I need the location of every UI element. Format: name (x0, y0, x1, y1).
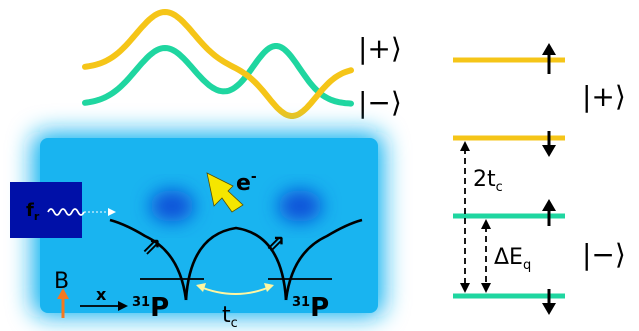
potential-wells (109, 218, 363, 301)
silicon-substrate (40, 138, 378, 313)
energy-gap-arrow (481, 219, 491, 293)
spin-down-arrow-icon (542, 131, 556, 157)
spin-down-arrow-icon (542, 289, 556, 315)
electron-arrow (206, 172, 244, 213)
tunnel-arrowhead-left (196, 283, 206, 292)
tunnel-gap-arrow (460, 141, 470, 293)
spin-up-arrow-icon (542, 199, 556, 226)
tunnel-arrowhead-right (264, 283, 274, 292)
plus-wavefunction-curve (82, 8, 354, 119)
tunnel-coupling-arrow (197, 285, 273, 295)
minus-wavefunction-curve (82, 43, 354, 107)
tunnel-coupling-label: tc (222, 303, 238, 331)
wavefunction-panel: |+⟩ |−⟩ (82, 8, 402, 119)
right-donor-label: 31P (292, 293, 329, 323)
right-well (284, 218, 363, 301)
device-panel: ⇒ ⇒ e- tc 31P 31P x (10, 132, 384, 331)
x-axis-label: x (96, 285, 107, 304)
plus-group-label: |+⟩ (582, 80, 626, 113)
energy-level-panel: 2tc ΔEq |+⟩ |−⟩ (453, 43, 626, 315)
left-dot-cloud (150, 190, 194, 222)
spin-up-arrow-icon (542, 43, 556, 74)
resonator-label: fr (26, 200, 40, 223)
electron-arrow-shape (206, 172, 244, 213)
left-donor-label: 31P (132, 293, 169, 323)
magnetic-field-arrow (57, 288, 69, 318)
minus-group-label: |−⟩ (582, 238, 626, 271)
microwave-signal-wave (47, 208, 116, 216)
minus-wavefunction-label: |−⟩ (358, 86, 402, 119)
microwave-resonator-box (10, 182, 82, 238)
right-dot-cloud (278, 190, 322, 222)
left-well (109, 218, 188, 301)
electron-label: e- (236, 169, 257, 196)
energy-gap-label: ΔEq (494, 245, 531, 273)
magnetic-field-label: B (54, 269, 69, 294)
center-well (184, 226, 288, 301)
x-axis-arrow (80, 301, 128, 311)
plus-wavefunction-label: |+⟩ (358, 32, 402, 65)
tunnel-gap-label: 2tc (473, 167, 503, 195)
